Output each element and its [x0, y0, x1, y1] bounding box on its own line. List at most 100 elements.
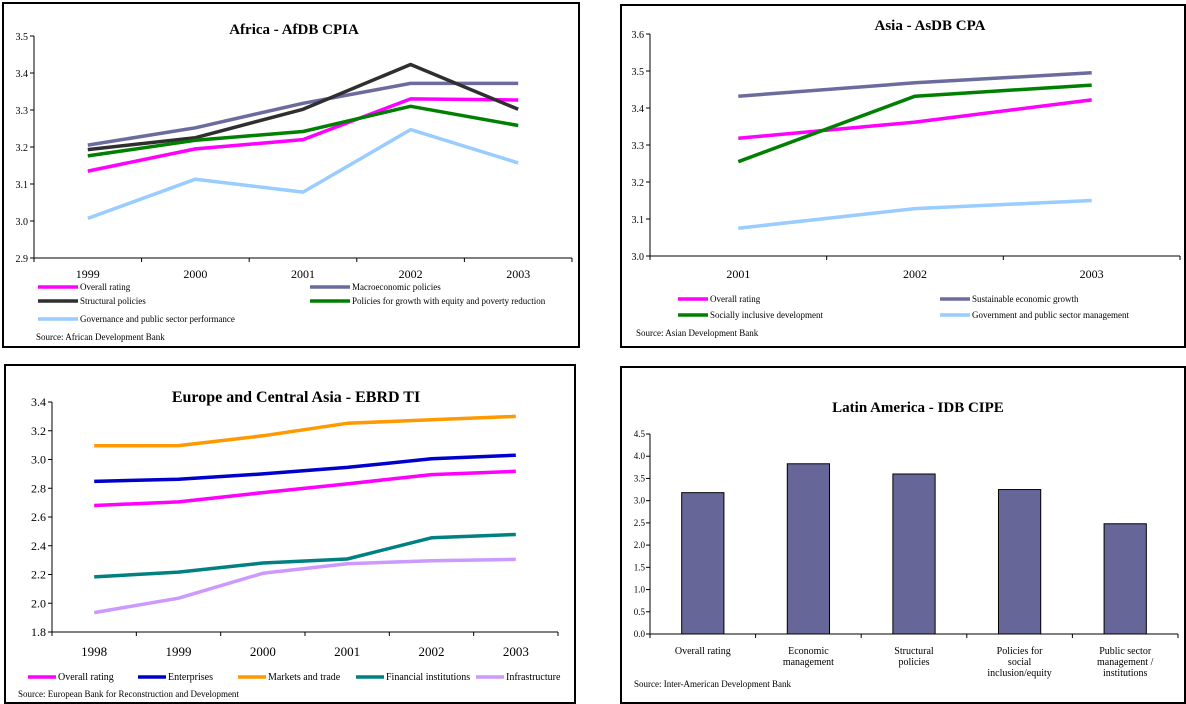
x-tick-label: 2000 — [250, 644, 276, 659]
legend-label: Policies for growth with equity and pove… — [352, 296, 546, 306]
y-tick-label: 2.6 — [31, 510, 46, 524]
series-line — [87, 104, 519, 158]
series-line — [737, 83, 1092, 164]
y-tick-label: 2.0 — [31, 596, 46, 610]
series-line — [94, 469, 516, 508]
legend-label: Governance and public sector performance — [80, 314, 235, 324]
series-line — [94, 532, 516, 579]
category-label: management / — [1097, 657, 1154, 668]
y-tick-label: 4.5 — [634, 429, 646, 439]
category-label: Public sector — [1099, 646, 1152, 657]
y-tick-label: 3.5 — [632, 67, 645, 78]
legend-label: Structural policies — [80, 296, 146, 306]
series-line — [738, 98, 1092, 141]
y-tick-label: 3.4 — [16, 69, 29, 80]
category-label: social — [1008, 657, 1032, 668]
legend-label: Overall rating — [80, 282, 131, 292]
legend-label: Overall rating — [58, 672, 114, 683]
africa-line-chart: Africa - AfDB CPIA 2.9 3.0 3.1 3.2 3.3 3.4 3.5 1… — [16, 22, 573, 342]
category-label: management — [783, 657, 834, 668]
y-tick-label: 3.5 — [16, 32, 29, 43]
y-tick-label: 1.8 — [31, 625, 46, 639]
y-tick-label: 3.4 — [31, 395, 46, 409]
source-note: Source: European Bank for Reconstruction… — [18, 689, 239, 699]
chart-title: Asia - AsDB CPA — [875, 18, 986, 34]
latin-america-bar-chart: Latin America - IDB CIPE 0.0 0.5 1.0 1.5 2.0 2… — [634, 400, 1179, 689]
bar — [892, 473, 936, 635]
category-label: Policies for — [997, 646, 1043, 657]
y-tick-label: 4.0 — [634, 451, 646, 461]
y-tick-label: 3.1 — [632, 215, 645, 226]
bar — [1103, 523, 1147, 635]
bar — [997, 489, 1042, 635]
series-line — [87, 81, 519, 147]
europe-line-chart: Europe and Central Asia - EBRD TI 1.8 2.0 2… — [18, 389, 561, 699]
y-tick-label: 1.5 — [634, 562, 646, 572]
x-tick-label: 1998 — [81, 644, 107, 659]
y-tick-label: 3.3 — [632, 141, 645, 152]
source-note: Source: Asian Development Bank — [636, 328, 759, 338]
y-tick-label: 2.0 — [634, 540, 646, 550]
chart-title: Europe and Central Asia - EBRD TI — [172, 389, 420, 406]
series-line — [87, 97, 519, 173]
legend-label: Government and public sector management — [972, 310, 1129, 320]
y-tick-label: 3.5 — [634, 473, 646, 483]
y-tick-label: 3.1 — [16, 180, 29, 191]
x-tick-label: 2003 — [1080, 267, 1104, 281]
legend-label: Enterprises — [168, 672, 213, 683]
x-tick-label: 2001 — [334, 644, 360, 659]
y-tick-label: 2.5 — [634, 518, 646, 528]
africa-chart-panel: Africa - AfDB CPIA 2.9 3.0 3.1 3.2 3.3 3.4 3.5 1… — [2, 2, 580, 348]
category-label: institutions — [1103, 668, 1148, 679]
series-line — [93, 557, 516, 615]
y-tick-label: 3.3 — [16, 106, 29, 117]
y-tick-label: 3.6 — [632, 30, 645, 41]
legend-label: Markets and trade — [268, 672, 341, 683]
category-label: inclusion/equity — [987, 668, 1051, 679]
latin-america-chart-panel: Latin America - IDB CIPE 0.0 0.5 1.0 1.5 2.0 2… — [620, 366, 1186, 704]
x-tick-label: 2003 — [506, 267, 530, 281]
y-tick-label: 2.4 — [31, 539, 46, 553]
asia-line-chart: Asia - AsDB CPA 3.0 3.1 3.2 3.3 3.4 3.5 3.6 2001… — [632, 18, 1181, 338]
category-label: policies — [898, 657, 929, 668]
x-tick-label: 2002 — [903, 267, 927, 281]
bar — [681, 492, 725, 635]
y-tick-label: 3.0 — [16, 217, 29, 228]
y-tick-label: 3.2 — [31, 424, 46, 438]
y-tick-label: 1.0 — [634, 585, 646, 595]
europe-chart-panel: Europe and Central Asia - EBRD TI 1.8 2.0 2… — [4, 364, 576, 704]
series-line — [94, 414, 516, 448]
y-tick-label: 3.2 — [632, 178, 645, 189]
chart-title: Latin America - IDB CIPE — [832, 400, 1004, 416]
legend-label: Macroeconomic policies — [352, 282, 441, 292]
legend-label: Socially inclusive development — [710, 310, 823, 320]
asia-chart-panel: Asia - AsDB CPA 3.0 3.1 3.2 3.3 3.4 3.5 3.6 2001… — [620, 4, 1186, 348]
bar — [786, 463, 831, 635]
series-line — [87, 62, 519, 152]
y-tick-label: 0.0 — [634, 629, 646, 639]
category-label: Overall rating — [675, 646, 731, 657]
y-tick-label: 3.4 — [632, 104, 645, 115]
y-tick-label: 3.2 — [16, 143, 29, 154]
source-note: Source: Inter-American Development Bank — [634, 679, 792, 689]
y-tick-label: 2.2 — [31, 568, 46, 582]
x-tick-label: 2001 — [291, 267, 315, 281]
x-tick-label: 1999 — [166, 644, 192, 659]
y-tick-label: 2.8 — [31, 481, 46, 495]
x-tick-label: 2002 — [399, 267, 423, 281]
legend-label: Financial institutions — [386, 672, 470, 683]
x-tick-label: 2001 — [726, 267, 750, 281]
legend-label: Sustainable economic growth — [972, 294, 1079, 304]
source-note: Source: African Development Bank — [36, 332, 165, 342]
x-tick-label: 2000 — [183, 267, 207, 281]
y-tick-label: 0.5 — [634, 607, 646, 617]
y-tick-label: 2.9 — [16, 254, 29, 265]
y-tick-label: 3.0 — [632, 252, 645, 263]
legend-label: Overall rating — [710, 294, 761, 304]
x-tick-label: 2003 — [503, 644, 529, 659]
category-label: Economic — [788, 646, 829, 657]
x-tick-label: 2002 — [419, 644, 445, 659]
legend-label: Infrastructure — [506, 672, 561, 683]
category-label: Structural — [894, 646, 934, 657]
series-line — [738, 71, 1092, 98]
